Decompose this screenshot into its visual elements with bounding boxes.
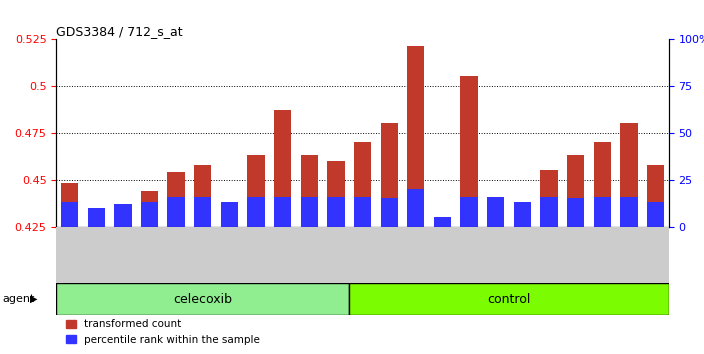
Bar bbox=[61, 183, 78, 227]
Bar bbox=[194, 196, 211, 227]
Bar bbox=[247, 155, 265, 227]
Bar bbox=[247, 196, 265, 227]
Bar bbox=[434, 217, 451, 227]
Bar bbox=[221, 202, 238, 227]
Bar bbox=[274, 110, 291, 227]
Bar bbox=[301, 155, 318, 227]
Bar bbox=[354, 196, 371, 227]
Bar bbox=[61, 202, 78, 227]
Bar bbox=[168, 196, 185, 227]
Bar bbox=[407, 46, 425, 227]
Bar bbox=[87, 212, 105, 227]
Bar bbox=[141, 191, 158, 227]
Bar bbox=[114, 208, 132, 227]
Bar bbox=[327, 196, 344, 227]
Bar bbox=[514, 213, 531, 227]
Bar bbox=[540, 196, 558, 227]
Bar bbox=[567, 198, 584, 227]
Bar bbox=[647, 165, 664, 227]
Bar bbox=[56, 283, 349, 315]
Bar bbox=[540, 170, 558, 227]
Bar bbox=[434, 221, 451, 227]
Text: ▶: ▶ bbox=[30, 294, 37, 304]
Bar bbox=[114, 204, 132, 227]
Bar bbox=[620, 196, 638, 227]
Text: celecoxib: celecoxib bbox=[173, 293, 232, 306]
Legend: transformed count, percentile rank within the sample: transformed count, percentile rank withi… bbox=[61, 315, 265, 349]
Text: control: control bbox=[487, 293, 531, 306]
Bar bbox=[487, 198, 504, 227]
Bar bbox=[593, 196, 611, 227]
Bar bbox=[567, 155, 584, 227]
Bar bbox=[354, 142, 371, 227]
Bar bbox=[460, 76, 478, 227]
Bar bbox=[460, 196, 478, 227]
Bar bbox=[381, 198, 398, 227]
Bar bbox=[301, 196, 318, 227]
Bar bbox=[87, 208, 105, 227]
Text: agent: agent bbox=[2, 294, 34, 304]
Bar bbox=[349, 283, 669, 315]
Bar bbox=[194, 165, 211, 227]
Bar bbox=[327, 161, 344, 227]
Text: GDS3384 / 712_s_at: GDS3384 / 712_s_at bbox=[56, 25, 183, 38]
Bar bbox=[487, 196, 504, 227]
Bar bbox=[168, 172, 185, 227]
Bar bbox=[647, 202, 664, 227]
Bar bbox=[593, 142, 611, 227]
Bar bbox=[381, 124, 398, 227]
Bar bbox=[141, 202, 158, 227]
Bar bbox=[274, 196, 291, 227]
Bar bbox=[221, 208, 238, 227]
Bar bbox=[620, 124, 638, 227]
Bar bbox=[407, 189, 425, 227]
Bar bbox=[514, 202, 531, 227]
